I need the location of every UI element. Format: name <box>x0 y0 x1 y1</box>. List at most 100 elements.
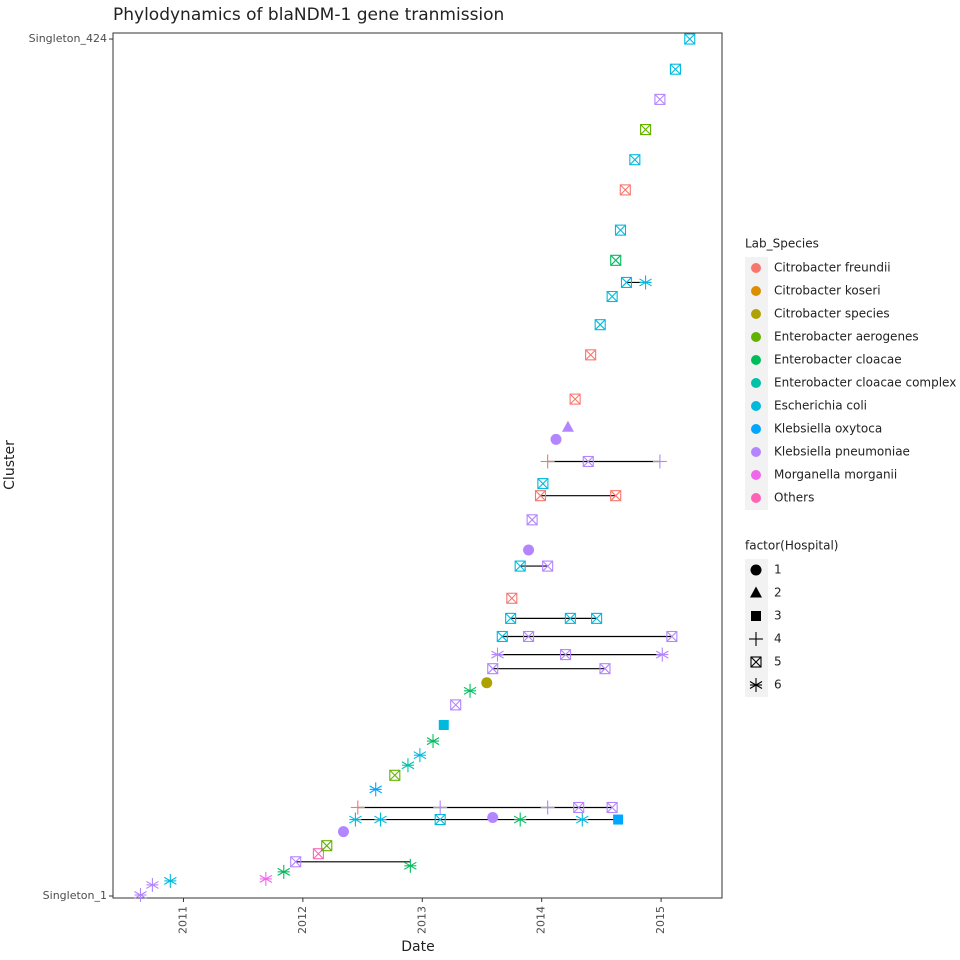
legend-label: 1 <box>774 563 782 577</box>
point-shape <box>337 826 349 838</box>
point <box>560 649 572 661</box>
point <box>540 800 555 815</box>
point <box>491 647 504 662</box>
point <box>146 877 159 892</box>
point-shape <box>496 631 508 642</box>
legend-title: Lab_Species <box>745 237 819 251</box>
point <box>496 630 508 643</box>
point-shape <box>573 801 585 814</box>
point <box>349 812 362 827</box>
point-shape <box>582 455 594 468</box>
legend-label: Klebsiella pneumoniae <box>774 445 910 459</box>
legend-label: Citrobacter species <box>774 307 890 321</box>
point-shape <box>569 393 581 405</box>
point-shape <box>560 649 571 660</box>
legend-swatch <box>751 332 761 342</box>
point <box>259 871 273 886</box>
point-shape <box>514 560 526 572</box>
point <box>610 254 622 266</box>
point-shape <box>487 812 499 824</box>
point-shape <box>561 420 574 432</box>
point-shape <box>523 544 535 556</box>
point-shape <box>505 612 517 624</box>
point <box>389 769 401 781</box>
point-shape <box>321 840 333 852</box>
point-shape <box>621 277 632 288</box>
point <box>312 848 324 860</box>
point-shape <box>481 677 493 689</box>
point-shape <box>591 612 603 624</box>
point-shape <box>389 769 401 781</box>
y-tick-label: Singleton_424 <box>29 32 107 45</box>
point-shape <box>750 586 762 598</box>
point-shape <box>654 93 666 105</box>
point <box>163 873 177 888</box>
point <box>523 544 535 556</box>
point-shape <box>534 490 547 502</box>
point-shape <box>619 184 631 196</box>
point <box>537 478 549 490</box>
point-shape <box>750 564 762 576</box>
x-axis-title: Date <box>401 939 434 955</box>
legend-label: Enterobacter cloacae <box>774 353 902 367</box>
legend-swatch <box>751 424 761 434</box>
point <box>750 656 762 668</box>
point-shape <box>613 814 624 825</box>
point-shape <box>670 63 681 75</box>
point <box>751 611 761 621</box>
point-shape <box>666 630 678 643</box>
point-shape <box>535 490 546 502</box>
point-shape <box>610 490 622 502</box>
point-shape <box>610 254 622 266</box>
point-shape <box>750 656 762 668</box>
point-shape <box>290 856 302 868</box>
point-shape <box>606 290 618 303</box>
point <box>463 683 477 698</box>
legend-label: 2 <box>774 586 782 600</box>
point-shape <box>684 33 696 45</box>
point-shape <box>610 490 622 502</box>
point-shape <box>506 592 518 604</box>
point-shape <box>585 349 597 361</box>
point-shape <box>629 154 641 166</box>
point-shape <box>434 814 446 825</box>
point <box>487 663 499 675</box>
point <box>591 612 603 624</box>
point-shape <box>620 276 633 288</box>
point <box>505 612 517 624</box>
point <box>654 93 666 105</box>
point <box>426 734 440 749</box>
point-shape <box>550 433 562 445</box>
legend-label: Klebsiella oxytoca <box>774 422 882 436</box>
y-tick-label: Singleton_1 <box>43 889 107 902</box>
point-shape <box>594 319 606 331</box>
point-shape <box>640 124 651 135</box>
point-shape <box>321 840 333 852</box>
legend-label: Others <box>774 491 814 505</box>
legend-swatch <box>751 355 761 365</box>
point <box>542 560 554 572</box>
point-shape <box>526 514 538 526</box>
point <box>666 630 678 643</box>
point-shape <box>640 124 652 136</box>
legend-label: 5 <box>774 655 782 669</box>
point-shape <box>591 612 603 624</box>
point <box>613 814 624 825</box>
legend-label: 3 <box>774 609 782 623</box>
point-shape <box>523 630 535 643</box>
point <box>750 564 762 576</box>
point-shape <box>619 184 631 196</box>
legend-swatch <box>751 309 761 319</box>
point-shape <box>573 802 585 813</box>
point-shape <box>669 63 681 75</box>
legend-label: 4 <box>774 632 782 646</box>
point <box>413 748 427 763</box>
point <box>614 224 627 236</box>
point <box>523 630 535 643</box>
point <box>526 514 538 526</box>
chart-title: Phylodynamics of blaNDM-1 gene tranmissi… <box>113 5 504 25</box>
point <box>610 490 622 502</box>
point <box>540 454 555 469</box>
point <box>487 812 499 824</box>
